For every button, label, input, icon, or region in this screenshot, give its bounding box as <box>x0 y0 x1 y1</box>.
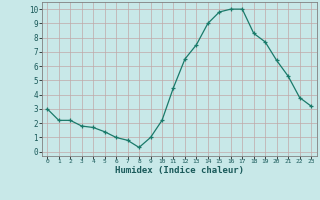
X-axis label: Humidex (Indice chaleur): Humidex (Indice chaleur) <box>115 166 244 175</box>
